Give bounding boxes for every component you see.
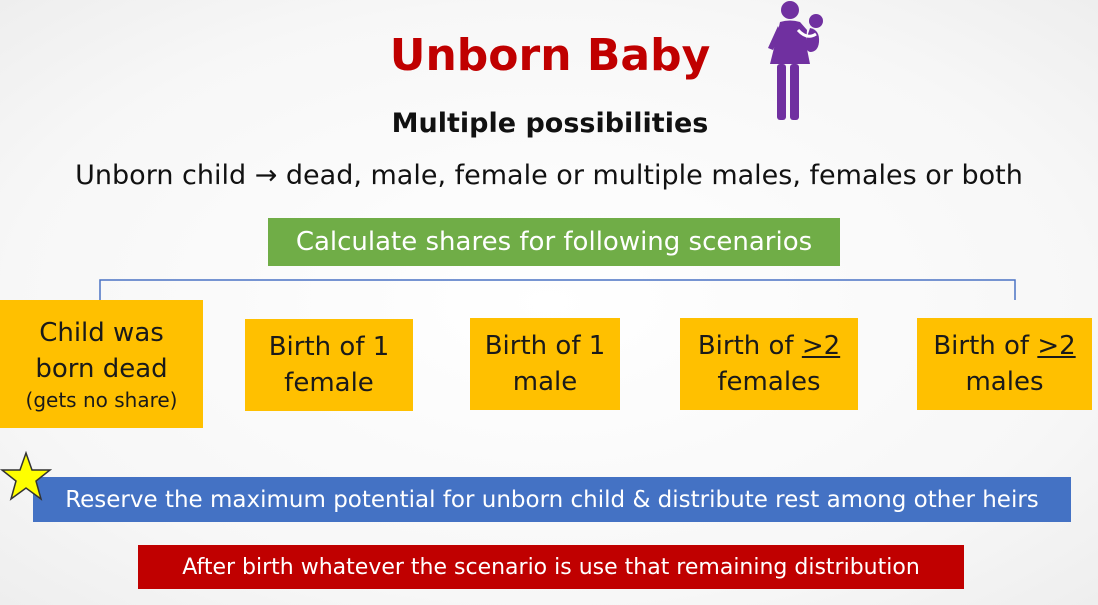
scenario-note: (gets no share) xyxy=(25,388,178,413)
scenario-one-female: Birth of 1 female xyxy=(245,319,413,411)
scenario-line: female xyxy=(284,368,374,398)
page-title: Unborn Baby xyxy=(389,30,711,81)
scenario-line: Birth of 1 xyxy=(484,330,606,361)
reserve-banner: Reserve the maximum potential for unborn… xyxy=(33,477,1071,522)
scenarios-banner: Calculate shares for following scenarios xyxy=(268,218,840,266)
connector-line xyxy=(99,279,1016,300)
scenario-line: male xyxy=(512,367,578,397)
subtitle: Multiple possibilities xyxy=(391,108,709,139)
intro-text: Unborn child → dead, male, female or mul… xyxy=(75,160,1023,191)
scenario-born-dead: Child was born dead (gets no share) xyxy=(0,300,203,428)
scenario-multiple-females: Birth of >2 females xyxy=(680,318,858,410)
scenario-one-male: Birth of 1 male xyxy=(470,318,620,410)
scenario-line: Birth of 1 xyxy=(268,331,390,362)
scenario-prefix: Birth of xyxy=(933,330,1038,361)
scenario-line: males xyxy=(965,367,1044,397)
scenario-line: born dead xyxy=(35,354,168,384)
scenario-prefix: Birth of xyxy=(697,330,802,361)
mother-with-child-icon xyxy=(768,1,823,120)
star-icon xyxy=(0,451,52,501)
scenario-line: Birth of >2 xyxy=(933,328,1075,364)
scenario-multiple-males: Birth of >2 males xyxy=(917,318,1092,410)
scenario-symbol: >2 xyxy=(801,330,841,361)
after-birth-banner: After birth whatever the scenario is use… xyxy=(138,545,964,589)
scenario-line: Child was xyxy=(39,317,164,348)
scenario-symbol: >2 xyxy=(1037,330,1076,361)
scenario-line: females xyxy=(717,367,821,397)
scenario-line: Birth of >2 xyxy=(698,328,840,364)
